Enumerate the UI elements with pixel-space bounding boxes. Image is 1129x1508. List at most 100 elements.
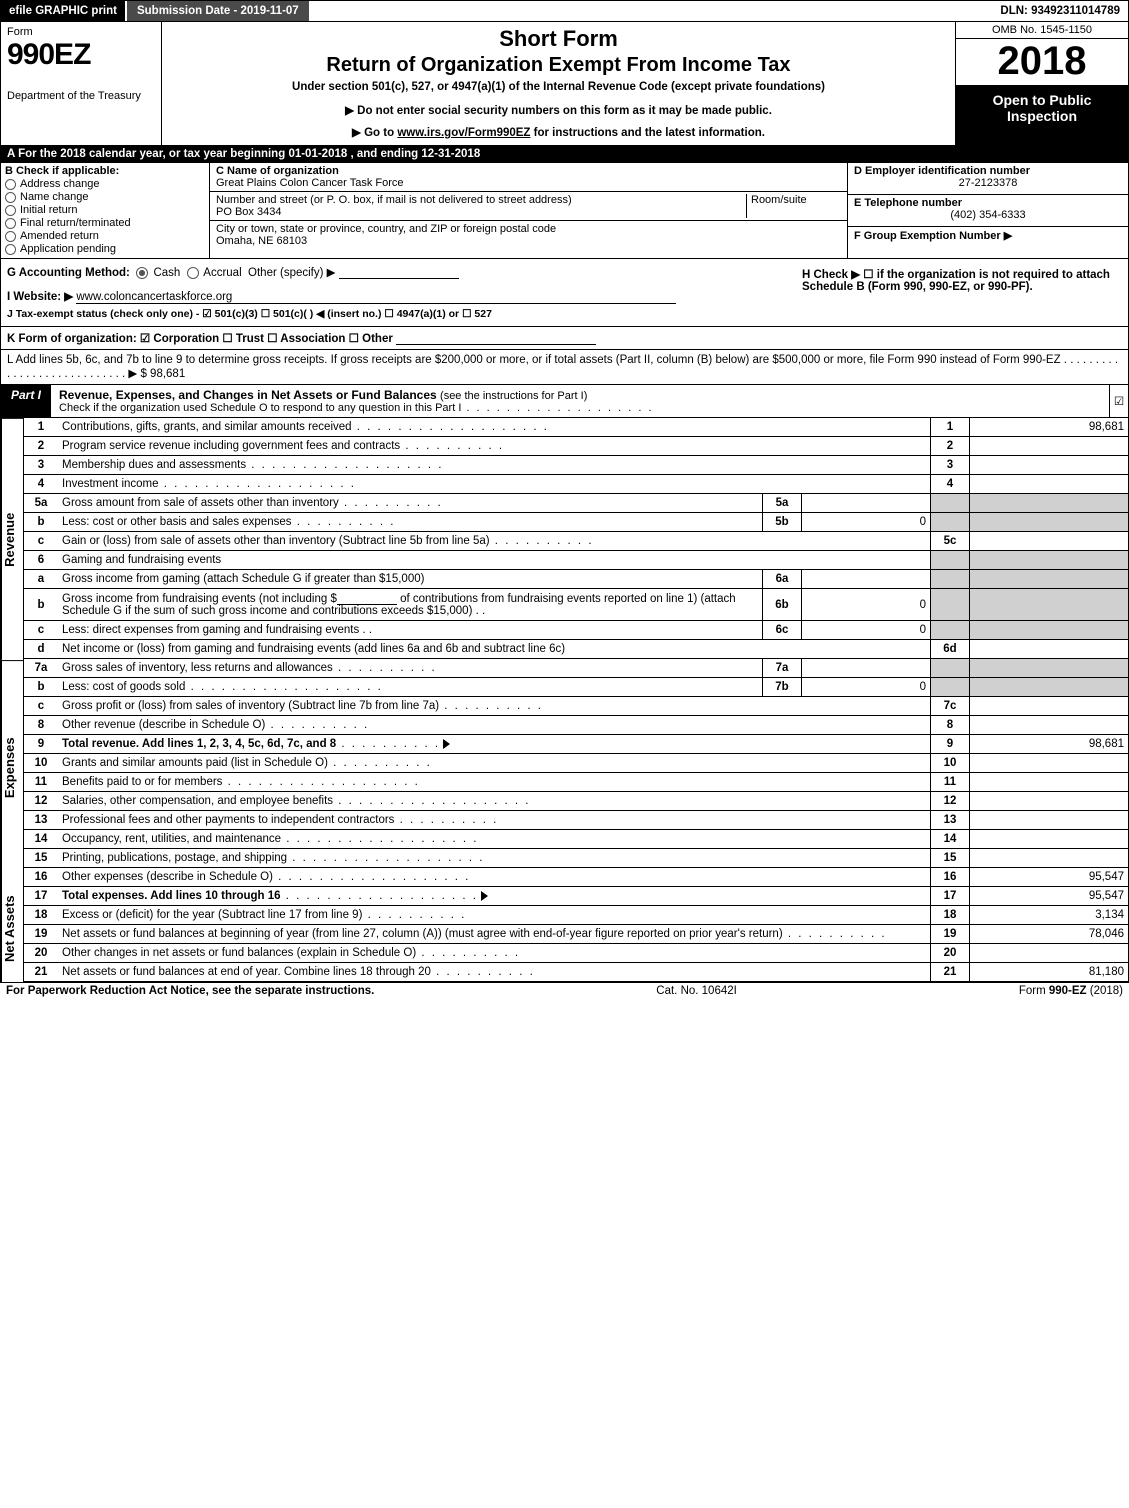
return-title: Return of Organization Exempt From Incom… (172, 54, 945, 77)
line-num: 9 (24, 735, 59, 754)
line-num: c (24, 621, 59, 640)
line-num: 19 (24, 925, 59, 944)
line-desc: Gross profit or (loss) from sales of inv… (58, 697, 931, 716)
line-val (970, 475, 1129, 494)
line-15: 15 Printing, publications, postage, and … (24, 849, 1129, 868)
line-num: b (24, 678, 59, 697)
line-val (970, 792, 1129, 811)
line-desc: Gross amount from sale of assets other t… (58, 494, 763, 513)
line-5c: c Gain or (loss) from sale of assets oth… (24, 532, 1129, 551)
line-val: 98,681 (970, 735, 1129, 754)
line-val: 78,046 (970, 925, 1129, 944)
inner-val: 0 (802, 678, 931, 697)
line-box: 17 (931, 887, 970, 906)
department-label: Department of the Treasury (7, 90, 155, 102)
line-desc: Gross income from gaming (attach Schedul… (58, 570, 763, 589)
row-a-mid: , and ending (350, 148, 421, 160)
line-num: 21 (24, 963, 59, 982)
line-num: 10 (24, 754, 59, 773)
line-val (970, 716, 1129, 735)
line-desc: Salaries, other compensation, and employ… (58, 792, 931, 811)
line-11: 11 Benefits paid to or for members 11 (24, 773, 1129, 792)
line-box: 21 (931, 963, 970, 982)
line-num: b (24, 513, 59, 532)
footer-mid: Cat. No. 10642I (656, 985, 737, 997)
line-6d: d Net income or (loss) from gaming and f… (24, 640, 1129, 659)
line-desc: Gross sales of inventory, less returns a… (58, 659, 763, 678)
part1-check-line: Check if the organization used Schedule … (59, 402, 1101, 414)
arrow-icon (481, 891, 488, 901)
line-val (970, 532, 1129, 551)
line-num: c (24, 532, 59, 551)
line-val: 81,180 (970, 963, 1129, 982)
addr-label: Number and street (or P. O. box, if mail… (216, 194, 746, 206)
line-num: 2 (24, 437, 59, 456)
phone-row: E Telephone number (402) 354-6333 (848, 195, 1128, 227)
form-header: Form 990EZ Department of the Treasury Sh… (0, 22, 1129, 146)
line-8: 8 Other revenue (describe in Schedule O)… (24, 716, 1129, 735)
chk-initial-return[interactable]: Initial return (5, 204, 205, 216)
instructions-link-line: ▶ Go to www.irs.gov/Form990EZ for instru… (172, 125, 945, 139)
line-num: 14 (24, 830, 59, 849)
chk-address-change[interactable]: Address change (5, 178, 205, 190)
chk-label: Initial return (20, 204, 77, 216)
chk-amended-return[interactable]: Amended return (5, 230, 205, 242)
line-num: 20 (24, 944, 59, 963)
line-21: 21 Net assets or fund balances at end of… (24, 963, 1129, 982)
irs-link[interactable]: www.irs.gov/Form990EZ (397, 127, 530, 139)
part1-title: Revenue, Expenses, and Changes in Net As… (51, 385, 1109, 417)
room-suite: Room/suite (746, 194, 841, 218)
shade-cell (970, 621, 1129, 640)
line-box: 20 (931, 944, 970, 963)
line-val: 3,134 (970, 906, 1129, 925)
part1-tag: Part I (1, 385, 51, 417)
inner-num: 5a (763, 494, 802, 513)
line-desc: Gross income from fundraising events (no… (58, 589, 763, 621)
inner-val: 0 (802, 513, 931, 532)
line-val (970, 773, 1129, 792)
street-row: Number and street (or P. O. box, if mail… (210, 192, 847, 221)
radio-cash-icon[interactable] (136, 267, 148, 279)
chk-name-change[interactable]: Name change (5, 191, 205, 203)
under-section: Under section 501(c), 527, or 4947(a)(1)… (172, 81, 945, 93)
addr-value: PO Box 3434 (216, 206, 746, 218)
page-footer: For Paperwork Reduction Act Notice, see … (0, 982, 1129, 999)
line-7c: c Gross profit or (loss) from sales of i… (24, 697, 1129, 716)
g-other: Other (specify) ▶ (248, 267, 335, 279)
line-desc: Benefits paid to or for members (58, 773, 931, 792)
city-row: City or town, state or province, country… (210, 221, 847, 249)
i-label: I Website: ▶ (7, 291, 73, 303)
line-desc: Less: cost or other basis and sales expe… (58, 513, 763, 532)
checkbox-icon (5, 218, 16, 229)
line-num: d (24, 640, 59, 659)
shade-cell (931, 551, 970, 570)
shade-cell (970, 678, 1129, 697)
line-box: 3 (931, 456, 970, 475)
g-label: G Accounting Method: (7, 267, 130, 279)
chk-application-pending[interactable]: Application pending (5, 243, 205, 255)
city-value: Omaha, NE 68103 (216, 235, 841, 247)
line-6a: a Gross income from gaming (attach Sched… (24, 570, 1129, 589)
inner-val: 0 (802, 621, 931, 640)
part1-checkbox[interactable]: ☑ (1109, 385, 1128, 417)
arrow-icon (443, 739, 450, 749)
line-desc: Professional fees and other payments to … (58, 811, 931, 830)
chk-final-return[interactable]: Final return/terminated (5, 217, 205, 229)
checkbox-icon (5, 205, 16, 216)
line-num: 16 (24, 868, 59, 887)
row-a-begin: 01-01-2018 (288, 148, 347, 160)
radio-accrual-icon[interactable] (187, 267, 199, 279)
line-1: 1 Contributions, gifts, grants, and simi… (24, 418, 1129, 437)
line-2: 2 Program service revenue including gove… (24, 437, 1129, 456)
row-l: L Add lines 5b, 6c, and 7b to line 9 to … (0, 350, 1129, 385)
inner-num: 6a (763, 570, 802, 589)
line-num: 4 (24, 475, 59, 494)
dln-label: DLN: 93492311014789 (992, 1, 1128, 21)
col-b-title: B Check if applicable: (5, 165, 205, 177)
line-box: 19 (931, 925, 970, 944)
line-12: 12 Salaries, other compensation, and emp… (24, 792, 1129, 811)
line-19: 19 Net assets or fund balances at beginn… (24, 925, 1129, 944)
line-desc: Printing, publications, postage, and shi… (58, 849, 931, 868)
short-form-title: Short Form (172, 26, 945, 52)
section-ghij: G Accounting Method: Cash Accrual Other … (0, 259, 1129, 327)
